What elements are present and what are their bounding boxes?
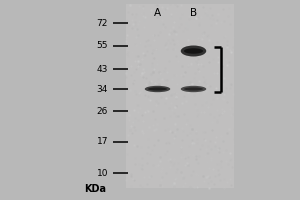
Text: KDa: KDa bbox=[84, 184, 106, 194]
Ellipse shape bbox=[145, 86, 170, 92]
Text: 17: 17 bbox=[97, 138, 108, 146]
Ellipse shape bbox=[181, 86, 206, 92]
Text: A: A bbox=[154, 8, 161, 18]
Ellipse shape bbox=[181, 46, 206, 56]
Text: 43: 43 bbox=[97, 64, 108, 73]
Bar bbox=[126, 4, 234, 188]
Text: 26: 26 bbox=[97, 107, 108, 116]
Text: 55: 55 bbox=[97, 42, 108, 50]
Text: B: B bbox=[190, 8, 197, 18]
Text: 34: 34 bbox=[97, 85, 108, 94]
Ellipse shape bbox=[184, 87, 203, 91]
Text: 72: 72 bbox=[97, 19, 108, 27]
Ellipse shape bbox=[184, 48, 203, 54]
Text: 10: 10 bbox=[97, 168, 108, 178]
Ellipse shape bbox=[148, 87, 167, 91]
